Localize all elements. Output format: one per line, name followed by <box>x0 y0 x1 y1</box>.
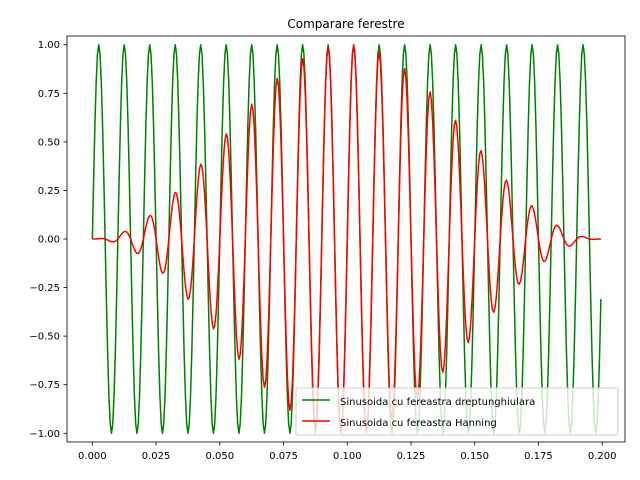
x-tick-label: 0.025 <box>142 451 171 462</box>
x-tick-label: 0.000 <box>78 451 107 462</box>
y-tick-label: −1.00 <box>29 429 60 440</box>
x-tick-label: 0.150 <box>460 451 489 462</box>
y-tick-label: −0.50 <box>29 332 60 343</box>
y-tick-label: −0.25 <box>29 283 60 294</box>
y-tick-label: 1.00 <box>38 40 60 51</box>
legend-label-rectangular: Sinusoida cu fereastra dreptunghiulara <box>340 397 535 408</box>
y-axis: −1.00 −0.75 −0.50 −0.25 0.00 0.25 0.50 0.75 1.00 <box>29 40 67 440</box>
y-tick-label: −0.75 <box>29 380 60 391</box>
x-tick-label: 0.125 <box>397 451 426 462</box>
legend-label-hanning: Sinusoida cu fereastra Hanning <box>340 418 497 429</box>
x-tick-label: 0.075 <box>269 451 298 462</box>
y-tick-label: 0.00 <box>38 235 60 246</box>
x-tick-label: 0.200 <box>588 451 617 462</box>
x-tick-label: 0.175 <box>524 451 553 462</box>
chart-title: Comparare ferestre <box>287 17 404 31</box>
y-tick-label: 0.75 <box>38 89 60 100</box>
x-tick-label: 0.100 <box>333 451 362 462</box>
x-axis: 0.000 0.025 0.050 0.075 0.100 0.125 0.150 0.175… <box>78 442 617 462</box>
x-tick-label: 0.050 <box>205 451 234 462</box>
y-tick-label: 0.25 <box>38 186 60 197</box>
series-line-hanning <box>92 44 601 434</box>
y-tick-label: 0.50 <box>38 137 60 148</box>
legend-box <box>295 387 619 436</box>
legend: Sinusoida cu fereastra dreptunghiulara S… <box>295 387 619 436</box>
plot-area <box>91 43 602 435</box>
axes-frame <box>66 35 626 443</box>
